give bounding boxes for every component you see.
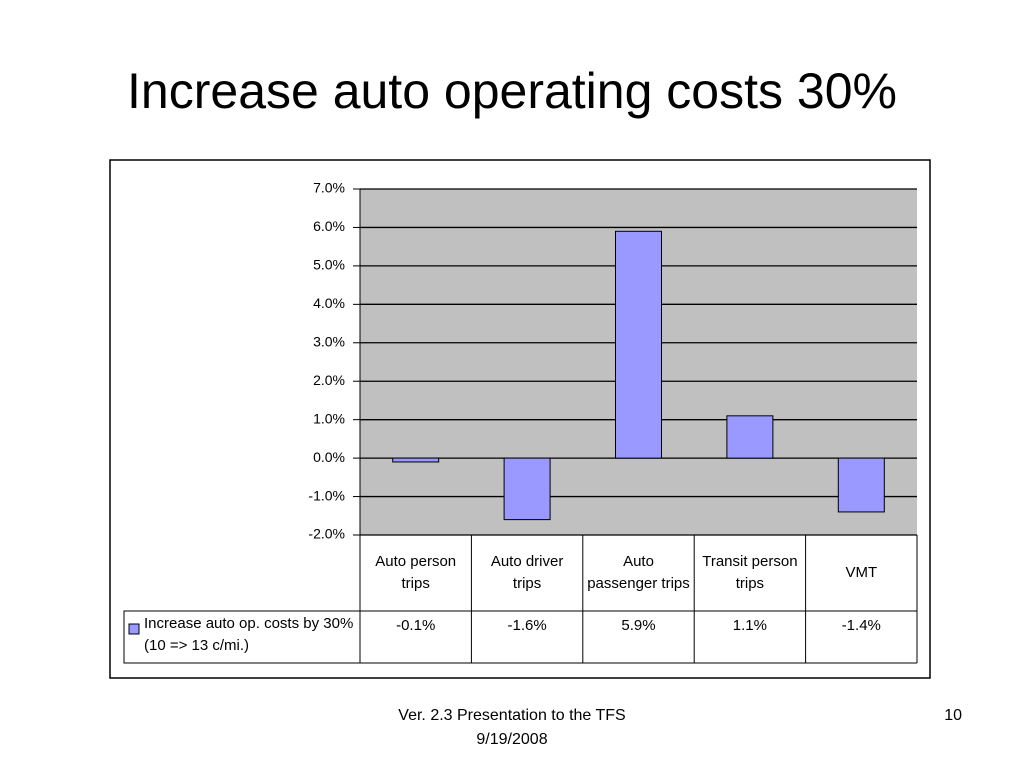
value-label: -0.1% xyxy=(396,617,436,634)
category-label: Auto driver trips xyxy=(490,553,564,592)
legend-swatch xyxy=(128,623,140,635)
category-label: VMT xyxy=(845,564,878,581)
legend-label: Increase auto op. costs by 30% (10 => 13… xyxy=(144,615,354,654)
bar xyxy=(503,457,551,521)
slide-title: Increase auto operating costs 30% xyxy=(127,63,897,119)
bar xyxy=(615,230,662,459)
y-tick-label: 3.0% xyxy=(313,333,345,349)
value-label: -1.6% xyxy=(507,617,547,634)
y-tick-label: 6.0% xyxy=(313,218,345,234)
y-tick-label: -1.0% xyxy=(308,487,345,503)
value-label: 1.1% xyxy=(732,617,767,634)
y-tick-label: -2.0% xyxy=(308,526,345,542)
value-label: -1.4% xyxy=(841,617,881,634)
category-label: Auto passenger trips xyxy=(587,553,690,592)
bar xyxy=(392,457,440,463)
value-label: 5.9% xyxy=(621,617,656,634)
bar xyxy=(726,415,774,459)
category-label: Transit person trips xyxy=(702,553,798,592)
y-tick-label: 5.0% xyxy=(313,257,345,273)
y-tick-label: 7.0% xyxy=(313,180,345,196)
legend-cell xyxy=(123,610,361,664)
footer-text: Ver. 2.3 Presentation to the TFS xyxy=(398,707,626,724)
bar xyxy=(837,457,885,513)
y-tick-label: 2.0% xyxy=(313,372,345,388)
category-label: Auto person trips xyxy=(375,553,457,592)
y-tick-label: 1.0% xyxy=(313,410,345,426)
y-tick-label: 0.0% xyxy=(313,449,345,465)
page-number: 10 xyxy=(944,707,962,724)
footer-date: 9/19/2008 xyxy=(476,731,548,748)
y-tick-label: 4.0% xyxy=(313,295,345,311)
